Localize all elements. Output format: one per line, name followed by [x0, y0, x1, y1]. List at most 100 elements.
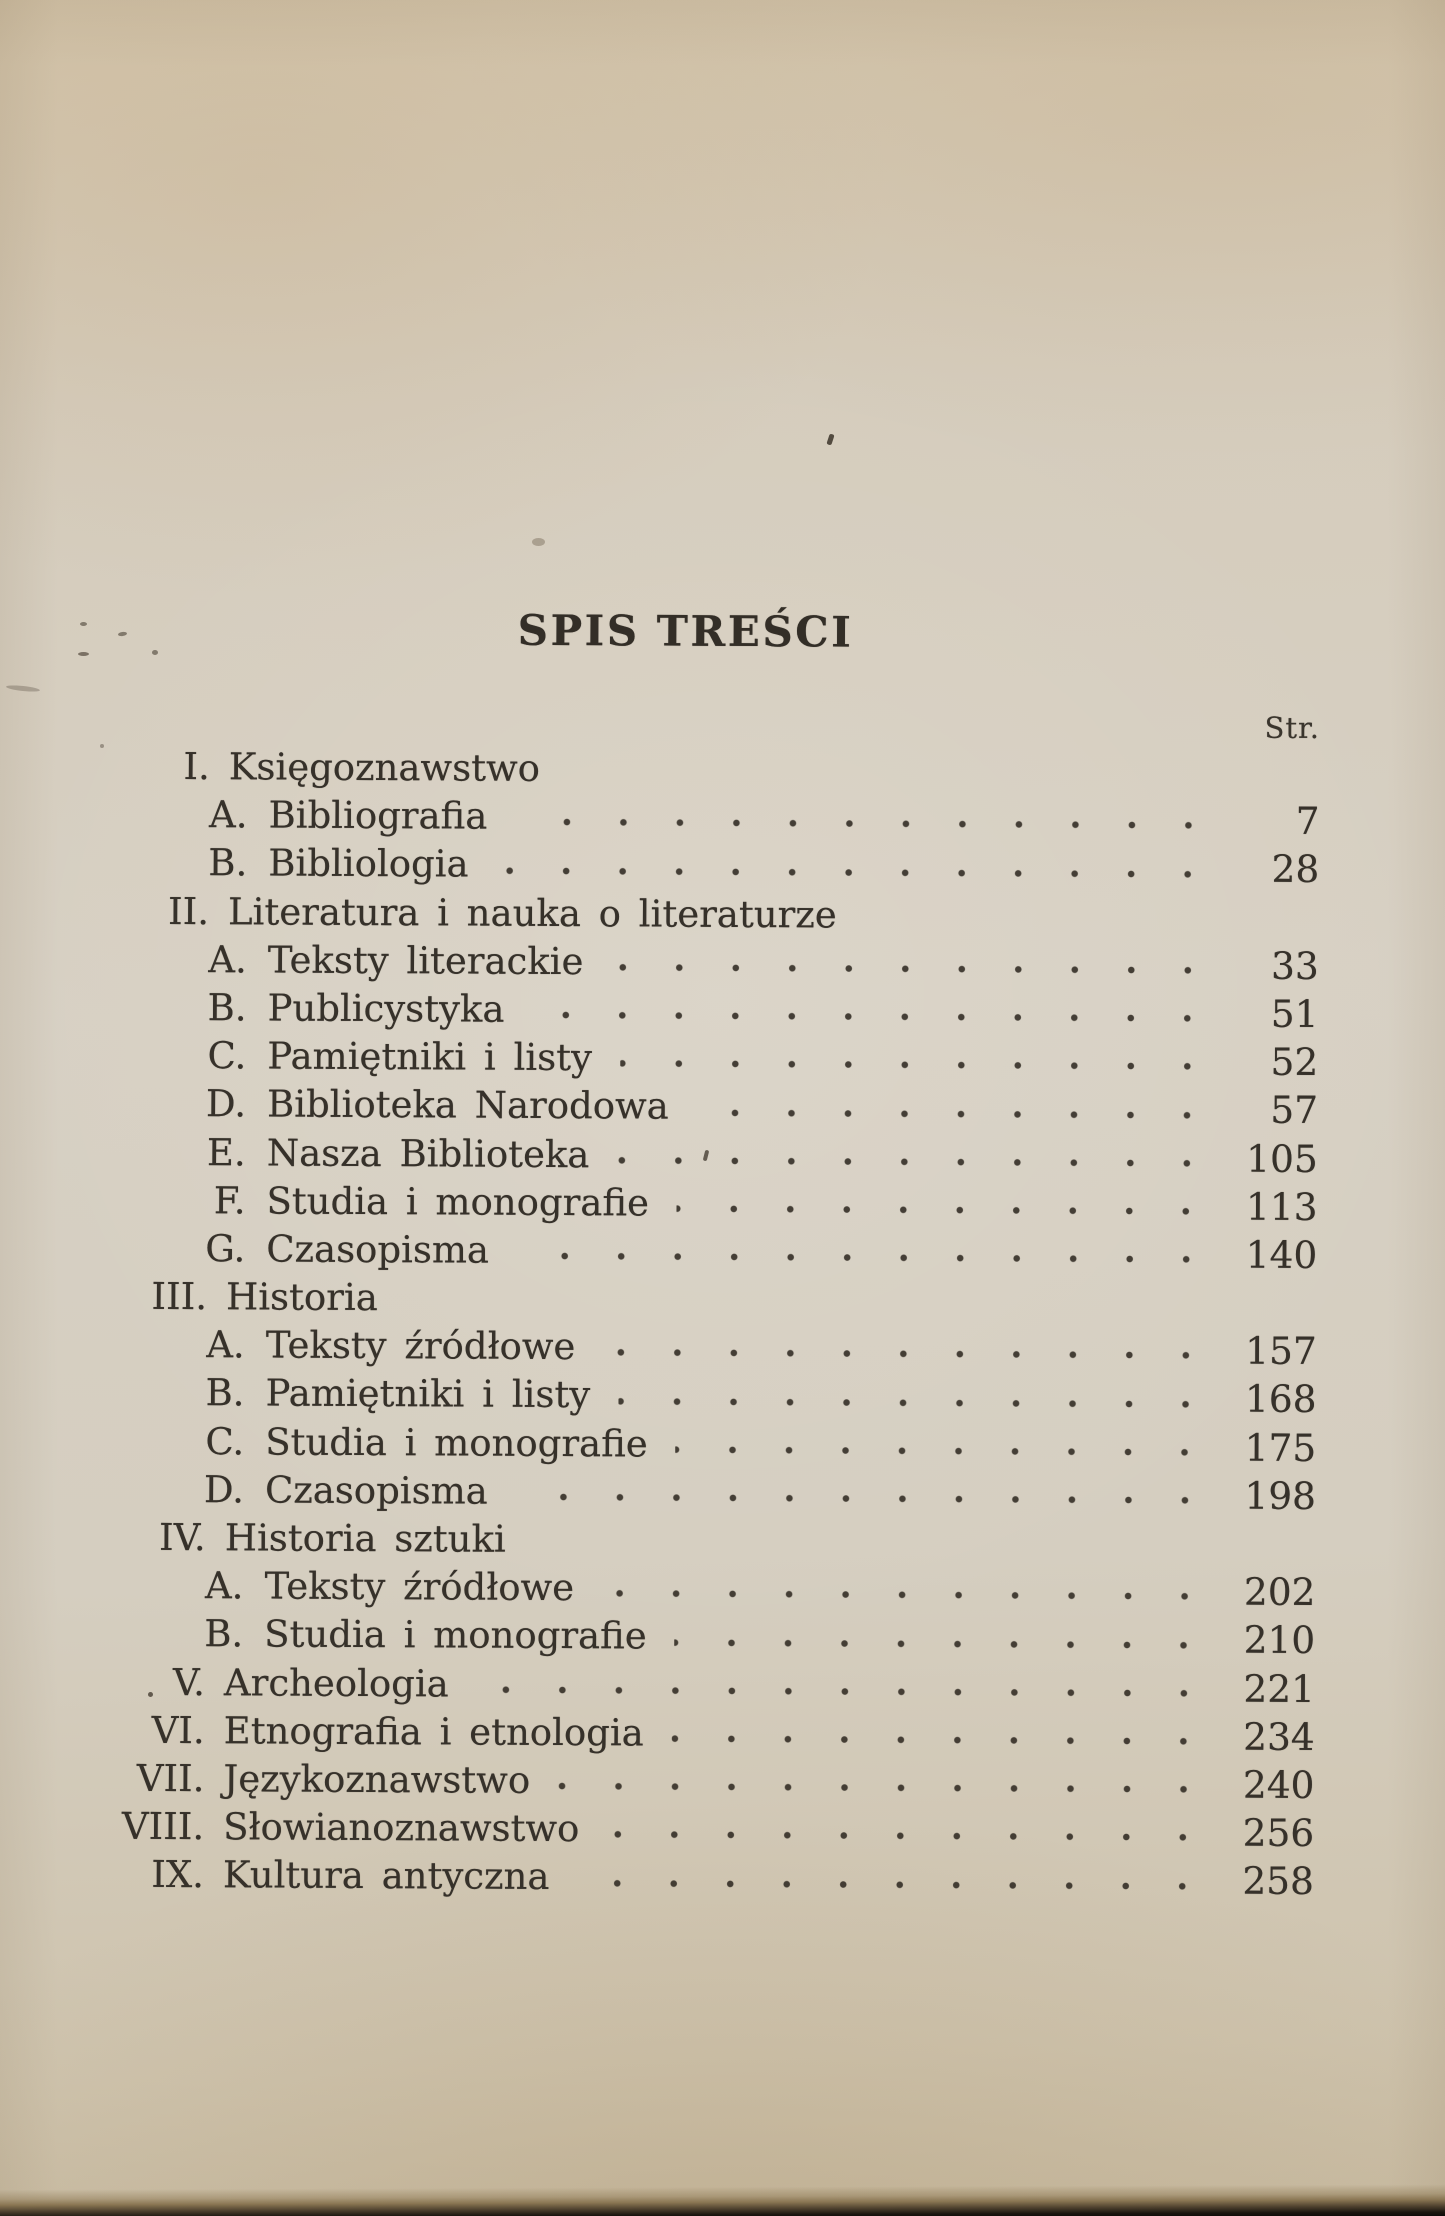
toc-item-row: G. Czasopisma 140	[0, 1224, 1317, 1279]
toc-section-row: VII. Językoznawstwo 240	[0, 1754, 1315, 1809]
toc-item-row: C. Pamiętniki i listy 52	[0, 1031, 1318, 1086]
toc-item-row: B. Publicystyka 51	[0, 983, 1319, 1038]
toc-entry-label: Studia i monografie	[266, 1179, 650, 1225]
toc-entry-label: Publicystyka	[267, 986, 505, 1031]
dot-leader	[516, 1226, 1218, 1279]
book-bottom-edge	[0, 2184, 1445, 2216]
toc-entry-page-number: 52	[1270, 1039, 1319, 1085]
dot-leader	[558, 1756, 1215, 1809]
toc-section-row: III. Historia	[0, 1272, 1317, 1327]
dot-leader	[603, 1323, 1217, 1375]
toc-entry-numeral: I.	[183, 745, 210, 789]
toc-entry-label: Historia sztuki	[224, 1516, 506, 1561]
toc-entry-page-number: 202	[1243, 1569, 1316, 1615]
toc-section-row: II. Literatura i nauka o literaturze	[0, 887, 1319, 942]
toc-entry-page-number: 113	[1245, 1184, 1318, 1229]
toc-entry-label: Bibliografia	[268, 793, 488, 838]
dot-leader	[618, 1371, 1217, 1424]
toc-entry-label: Literatura i nauka o literaturze	[227, 889, 837, 937]
toc-section-row: VIII. Słowianoznawstwo 256	[0, 1802, 1314, 1857]
toc-item-row: D. Biblioteka Narodowa 57	[0, 1079, 1318, 1134]
toc-entry-label: Biblioteka Narodowa	[266, 1082, 669, 1128]
toc-entry-label: Teksty źródłowe	[264, 1564, 575, 1610]
dot-leader	[671, 1709, 1215, 1761]
dot-leader	[611, 938, 1219, 990]
toc-entry-page-number: 256	[1242, 1810, 1315, 1856]
toc-entry-numeral: IV.	[159, 1515, 206, 1560]
page-number-column-header: Str.	[1264, 710, 1321, 745]
dot-leader	[532, 985, 1219, 1038]
toc-entry-numeral: A.	[208, 793, 248, 837]
toc-section-row: IX. Kultura antyczna 258	[0, 1850, 1314, 1905]
toc-entry-numeral: V.	[172, 1660, 206, 1704]
dot-leader	[515, 1467, 1217, 1520]
toc-entry-page-number: 175	[1244, 1425, 1317, 1470]
toc-entry-numeral: IX.	[151, 1853, 205, 1897]
toc-entry-numeral: E.	[206, 1130, 246, 1174]
toc-item-row: D. Czasopisma 198	[0, 1465, 1316, 1520]
toc-entry-numeral: G.	[205, 1227, 246, 1271]
toc-entry-label: Bibliologia	[268, 841, 469, 886]
dot-leader	[696, 1083, 1219, 1134]
toc-entry-page-number: 51	[1270, 991, 1319, 1036]
table-of-contents: I. Księgoznawstwo A. Bibliografia 7 B. Bibliol…	[0, 742, 1320, 1905]
toc-entry-label: Czasopisma	[264, 1468, 488, 1513]
toc-entry-page-number: 57	[1270, 1088, 1319, 1133]
toc-entry-label: Etnografia i etnologia	[223, 1709, 644, 1755]
toc-section-row: I. Księgoznawstwo	[0, 742, 1320, 797]
toc-entry-numeral: D.	[205, 1082, 247, 1126]
toc-entry-numeral: VI.	[151, 1708, 205, 1752]
toc-entry-label: Studia i monografie	[265, 1420, 648, 1466]
toc-entry-numeral: F.	[213, 1178, 246, 1223]
toc-item-row: B. Bibliologia 28	[0, 838, 1320, 894]
toc-entry-numeral: A.	[208, 937, 247, 982]
toc-entry-numeral: III.	[151, 1274, 208, 1319]
toc-entry-label: Księgoznawstwo	[228, 745, 541, 790]
toc-entry-numeral: C.	[205, 1419, 245, 1464]
toc-entry-page-number: 240	[1242, 1762, 1315, 1807]
toc-entry-numeral: B.	[208, 841, 248, 885]
toc-section-row: IV. Historia sztuki	[0, 1513, 1316, 1568]
toc-entry-label: Nasza Biblioteka	[266, 1130, 590, 1176]
toc-entry-numeral: VIII.	[121, 1804, 205, 1849]
toc-entry-label: Pamiętniki i listy	[265, 1371, 591, 1417]
toc-entry-numeral: D.	[203, 1467, 245, 1512]
dot-leader	[676, 1179, 1218, 1231]
dot-leader	[675, 1420, 1217, 1472]
toc-entry-page-number: 28	[1271, 847, 1320, 892]
toc-entry-numeral: C.	[207, 1034, 247, 1078]
toc-entry-label: Archeologia	[223, 1660, 449, 1706]
toc-entry-numeral: II.	[167, 889, 210, 933]
toc-entry-label: Kultura antyczna	[222, 1853, 550, 1899]
toc-entry-numeral: A.	[206, 1323, 245, 1367]
toc-entry-numeral: VII.	[136, 1756, 205, 1801]
toc-item-row: A. Teksty źródłowe 157	[0, 1320, 1317, 1375]
toc-item-row: B. Studia i monografie 210	[0, 1609, 1315, 1665]
toc-item-row: C. Studia i monografie 175	[0, 1417, 1316, 1472]
toc-entry-page-number: 157	[1245, 1328, 1317, 1374]
toc-item-row: B. Pamiętniki i listy 168	[0, 1369, 1317, 1424]
toc-entry-label: Teksty źródłowe	[265, 1323, 576, 1369]
toc-entry-label: Czasopisma	[266, 1227, 490, 1272]
toc-entry-page-number: 140	[1245, 1232, 1318, 1277]
toc-entry-page-number: 33	[1270, 943, 1319, 988]
toc-entry-numeral: B.	[205, 1371, 245, 1415]
toc-entry-page-number: 198	[1244, 1473, 1317, 1518]
toc-entry-label: Pamiętniki i listy	[267, 1034, 593, 1080]
dot-leader	[617, 1130, 1218, 1183]
dot-leader	[476, 1660, 1216, 1713]
toc-entry-numeral: B.	[204, 1612, 244, 1656]
dot-leader	[619, 1034, 1219, 1086]
toc-entry-label: Studia i monografie	[264, 1612, 647, 1658]
toc-entry-page-number: 105	[1246, 1136, 1318, 1181]
toc-item-row: A. Bibliografia 7	[0, 790, 1320, 845]
toc-entry-label: Historia	[225, 1275, 378, 1320]
toc-entry-page-number: 221	[1243, 1666, 1316, 1711]
toc-entry-page-number: 234	[1243, 1714, 1315, 1759]
toc-section-row: V. Archeologia 221	[0, 1658, 1315, 1713]
toc-entry-page-number: 168	[1244, 1377, 1317, 1422]
toc-entry-page-number: 258	[1242, 1858, 1315, 1904]
dot-leader	[515, 792, 1220, 845]
